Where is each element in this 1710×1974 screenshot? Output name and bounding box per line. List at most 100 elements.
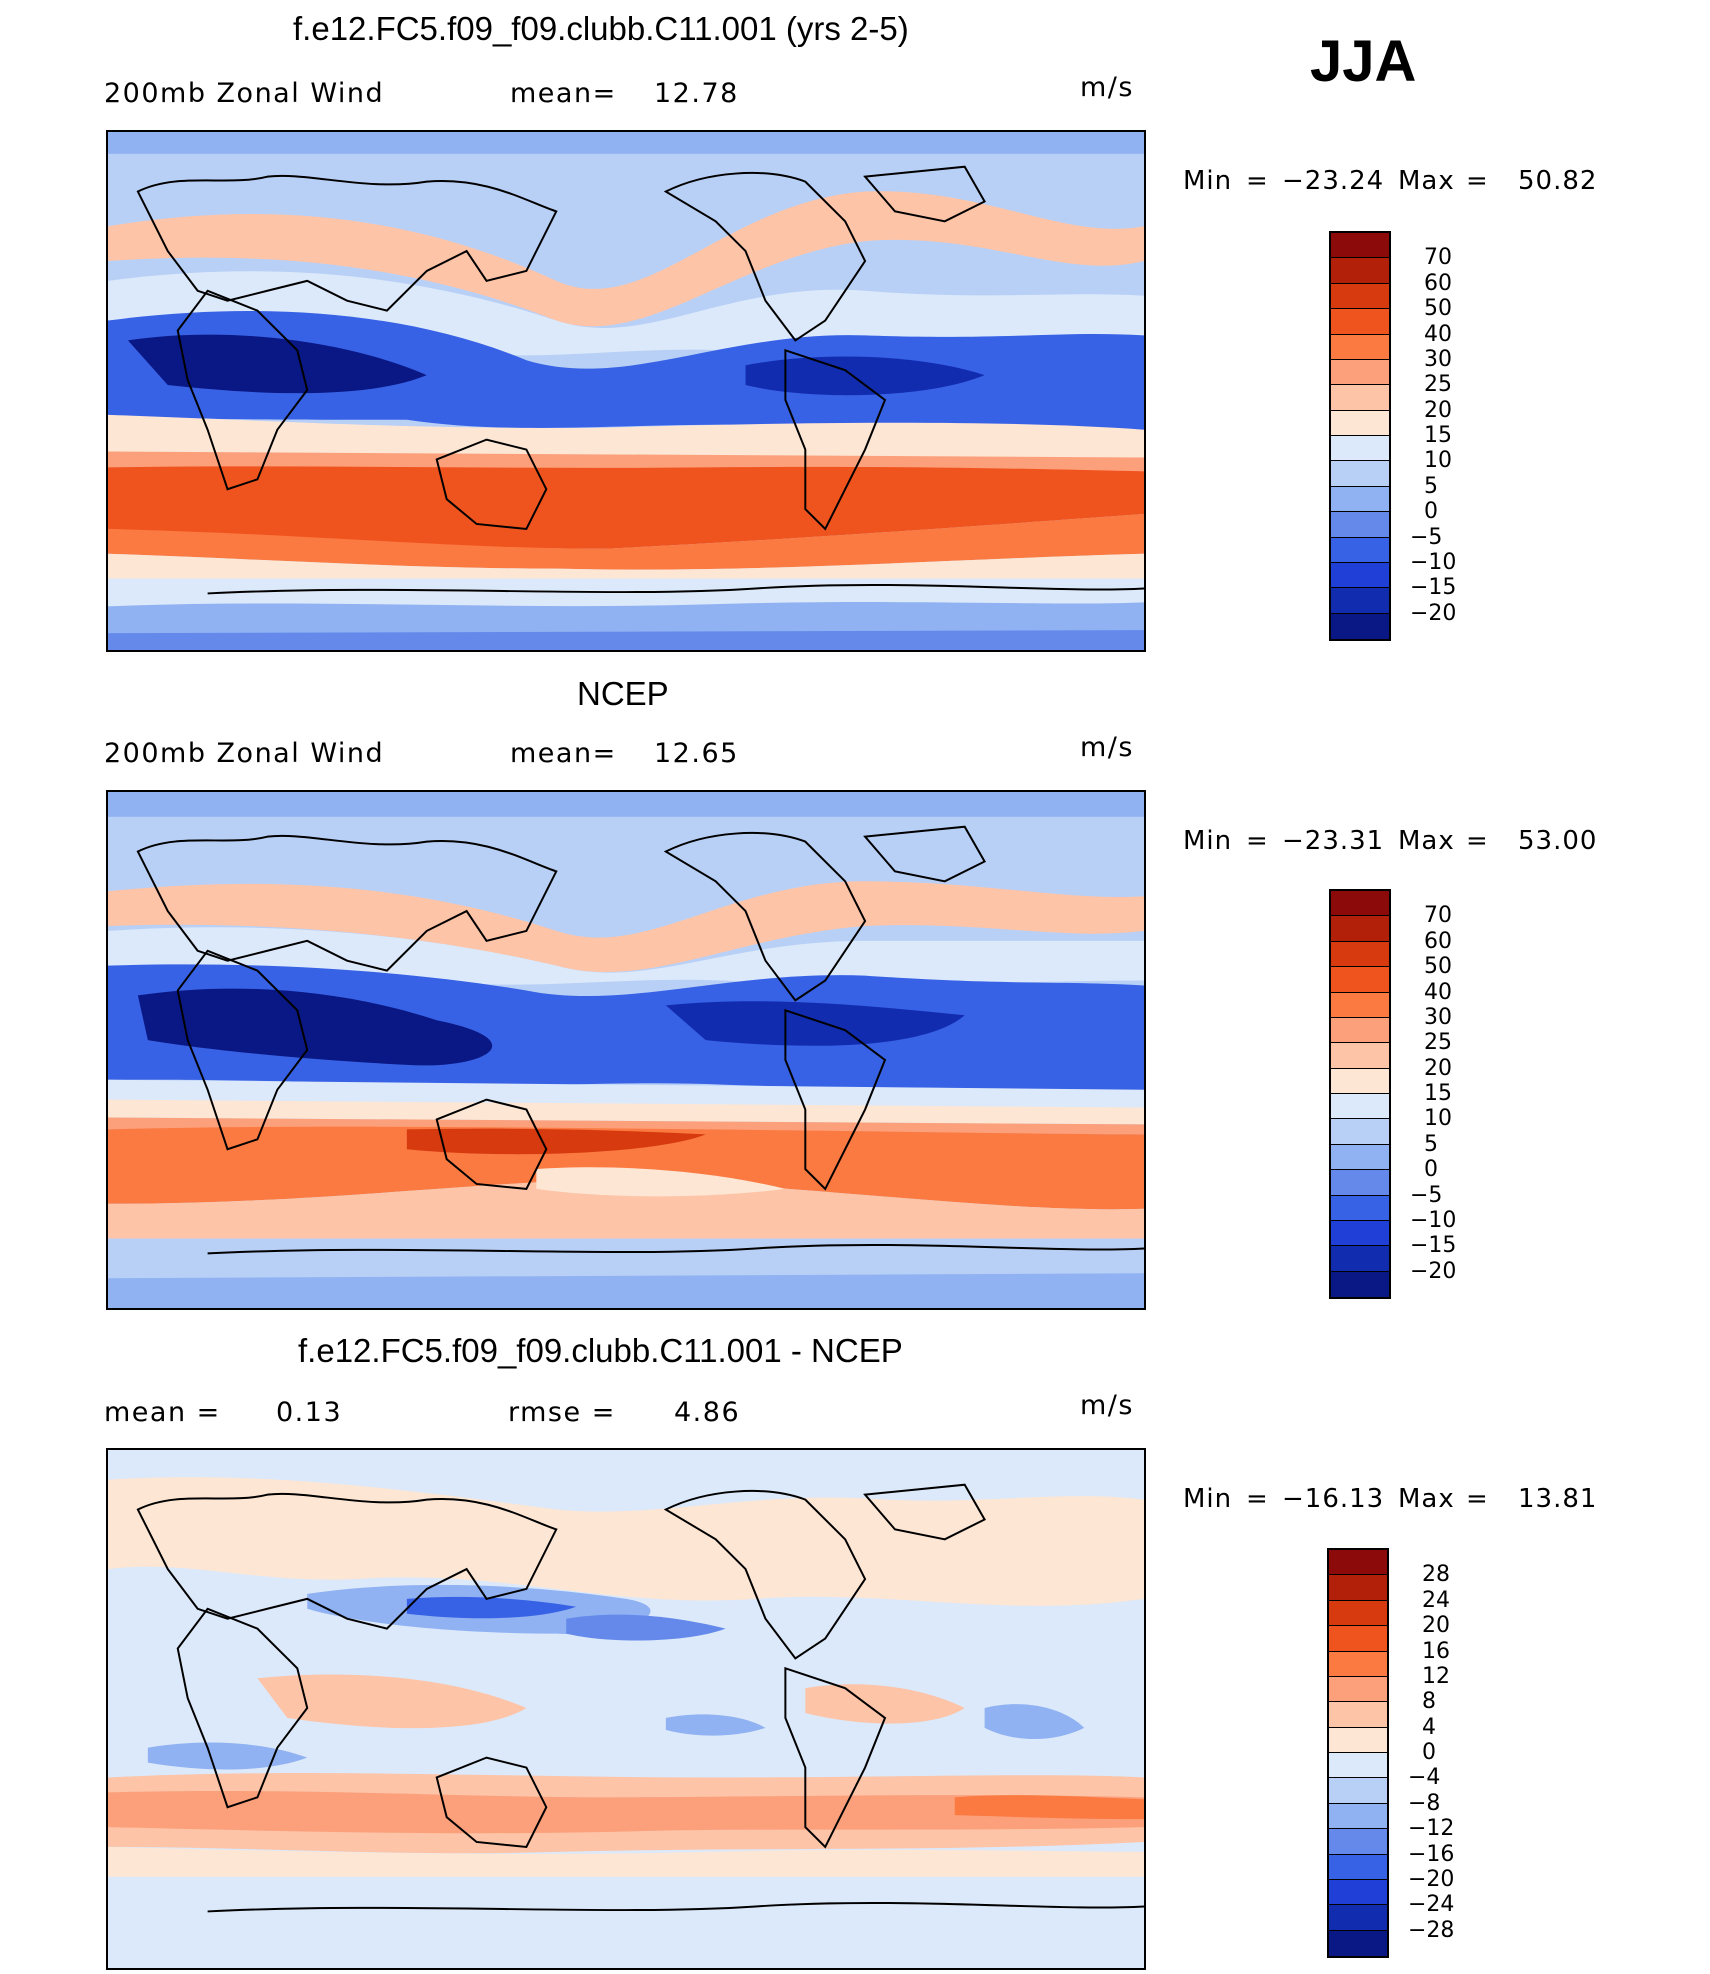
- colorbar-swatch: [1331, 1170, 1389, 1196]
- colorbar-tick-label: 50: [1424, 296, 1452, 322]
- panel-1-map: [106, 130, 1146, 652]
- panel-1-title: f.e12.FC5.f09_f09.clubb.C11.001 (yrs 2-5…: [293, 10, 909, 47]
- colorbar-swatch: [1331, 233, 1389, 259]
- panel-3-mean-label: mean =: [104, 1397, 221, 1428]
- colorbar-swatch: [1331, 461, 1389, 487]
- colorbar-tick-label: 60: [1424, 928, 1452, 954]
- colorbar-tick-label: −10: [1410, 1207, 1457, 1233]
- panel-2-mean-value: 12.65: [654, 738, 739, 769]
- colorbar-swatch: [1331, 1246, 1389, 1272]
- colorbar-swatch: [1331, 410, 1389, 436]
- colorbar-tick-label: −12: [1408, 1816, 1455, 1842]
- colorbar-tick-label: 25: [1424, 372, 1452, 398]
- colorbar-swatch: [1331, 1144, 1389, 1171]
- colorbar-tick-label: −16: [1408, 1841, 1455, 1867]
- colorbar-swatch: [1331, 1271, 1389, 1297]
- panel-2-title: NCEP: [577, 675, 669, 712]
- colorbar-swatch: [1329, 1550, 1387, 1576]
- colorbar-swatch: [1329, 1651, 1387, 1677]
- panel-3-rmse-value: 4.86: [674, 1397, 741, 1428]
- panel-1-max-eq: =: [1466, 166, 1489, 196]
- colorbar-swatch: [1329, 1575, 1387, 1601]
- panel-1-max-label: Max: [1398, 166, 1455, 196]
- panel-3-min-eq: =: [1246, 1484, 1269, 1514]
- colorbar-tick-label: 40: [1424, 321, 1452, 347]
- colorbar-swatch: [1331, 1195, 1389, 1221]
- panel-3-min-value: −16.13: [1282, 1484, 1385, 1514]
- colorbar-tick-label: 50: [1424, 954, 1452, 980]
- panel-3-map: [106, 1448, 1146, 1970]
- colorbar-tick-label: 40: [1424, 979, 1452, 1005]
- colorbar-tick-label: 16: [1422, 1638, 1450, 1664]
- panel-3-max-value: 13.81: [1518, 1484, 1598, 1514]
- colorbar-tick-label: 25: [1424, 1030, 1452, 1056]
- colorbar-swatch: [1329, 1753, 1387, 1779]
- panel-2-variable-label: 200mb Zonal Wind: [104, 738, 385, 769]
- colorbar-swatch: [1331, 1068, 1389, 1094]
- panel-1-mean-label: mean=: [510, 78, 617, 109]
- colorbar-tick-label: 15: [1424, 1081, 1452, 1106]
- colorbar-tick-label: −5: [1410, 524, 1443, 550]
- panel-2-min-value: −23.31: [1282, 826, 1385, 856]
- panel-3-max-eq: =: [1466, 1484, 1489, 1514]
- colorbar-tick-label: 10: [1424, 448, 1452, 474]
- colorbar-tick-label: 24: [1422, 1587, 1450, 1613]
- colorbar-tick-label: 12: [1422, 1663, 1450, 1689]
- colorbar-swatch: [1331, 1220, 1389, 1247]
- colorbar-swatch: [1331, 309, 1389, 335]
- panel-2-mean-label: mean=: [510, 738, 617, 769]
- colorbar-tick-label: 30: [1424, 1004, 1452, 1030]
- colorbar-swatch: [1331, 967, 1389, 993]
- colorbar-swatch: [1331, 992, 1389, 1018]
- colorbar-swatch: [1329, 1905, 1387, 1931]
- panel-2-max-eq: =: [1466, 826, 1489, 856]
- panel-2-colorbar: [1329, 889, 1391, 1299]
- panel-3-units: m/s: [1080, 1390, 1134, 1421]
- colorbar-swatch: [1329, 1778, 1387, 1804]
- colorbar-swatch: [1331, 1119, 1389, 1145]
- colorbar-swatch: [1331, 562, 1389, 589]
- colorbar-swatch: [1329, 1626, 1387, 1652]
- panel-1-mean-value: 12.78: [654, 78, 739, 109]
- colorbar-tick-label: 30: [1424, 346, 1452, 372]
- colorbar-swatch: [1331, 916, 1389, 942]
- colorbar-swatch: [1331, 1043, 1389, 1069]
- colorbar-tick-label: 0: [1424, 499, 1438, 525]
- colorbar-tick-label: 0: [1422, 1740, 1436, 1765]
- colorbar-swatch: [1329, 1829, 1387, 1855]
- colorbar-swatch: [1331, 334, 1389, 360]
- panel-2-units: m/s: [1080, 732, 1134, 763]
- colorbar-tick-label: −5: [1410, 1182, 1443, 1208]
- colorbar-swatch: [1329, 1930, 1387, 1956]
- colorbar-tick-label: −20: [1410, 600, 1457, 626]
- colorbar-tick-label: −4: [1408, 1765, 1441, 1791]
- panel-2-min-eq: =: [1246, 826, 1269, 856]
- panel-1-colorbar: [1329, 231, 1391, 641]
- colorbar-tick-label: 20: [1424, 397, 1452, 423]
- colorbar-swatch: [1331, 1017, 1389, 1044]
- colorbar-tick-label: −20: [1408, 1866, 1455, 1892]
- panel-3-rmse-label: rmse =: [508, 1397, 616, 1428]
- colorbar-tick-label: −20: [1410, 1258, 1457, 1284]
- panel-2-map: [106, 790, 1146, 1310]
- colorbar-tick-label: 20: [1422, 1613, 1450, 1639]
- colorbar-swatch: [1331, 486, 1389, 513]
- colorbar-swatch: [1329, 1600, 1387, 1627]
- colorbar-tick-label: 15: [1424, 423, 1452, 448]
- panel-1-max-value: 50.82: [1518, 166, 1598, 196]
- colorbar-tick-label: 70: [1424, 245, 1452, 271]
- colorbar-tick-label: 10: [1424, 1106, 1452, 1132]
- colorbar-swatch: [1331, 537, 1389, 563]
- panel-2-max-label: Max: [1398, 826, 1455, 856]
- colorbar-swatch: [1329, 1803, 1387, 1830]
- panel-1-variable-label: 200mb Zonal Wind: [104, 78, 385, 109]
- panel-3-min-label: Min: [1183, 1484, 1233, 1514]
- colorbar-swatch: [1331, 941, 1389, 968]
- colorbar-tick-label: 60: [1424, 270, 1452, 296]
- colorbar-swatch: [1331, 613, 1389, 639]
- colorbar-swatch: [1331, 588, 1389, 614]
- colorbar-swatch: [1329, 1676, 1387, 1703]
- colorbar-tick-label: 4: [1422, 1714, 1436, 1740]
- colorbar-tick-label: −28: [1408, 1917, 1455, 1943]
- colorbar-swatch: [1331, 436, 1389, 462]
